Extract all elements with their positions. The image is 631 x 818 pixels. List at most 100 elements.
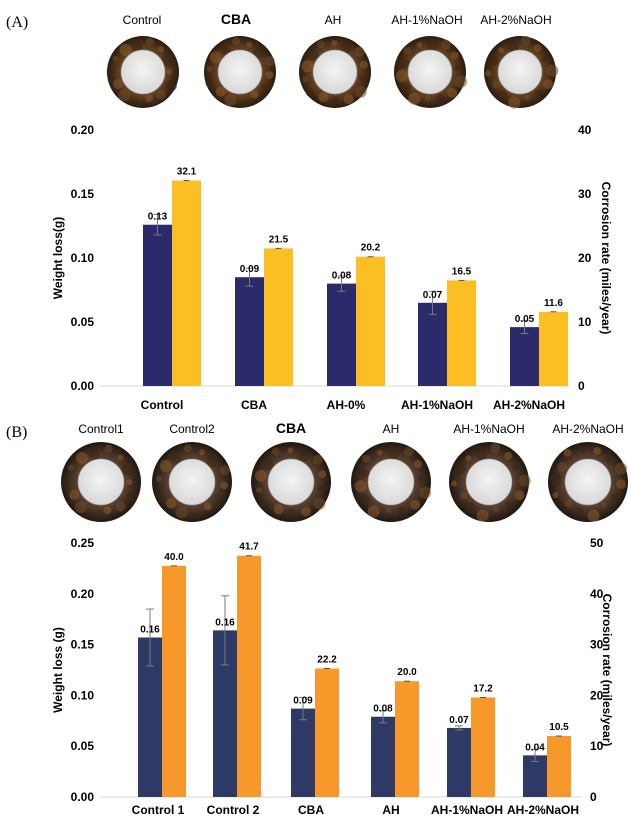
weight-loss-data-label: 0.07 [449, 715, 469, 726]
right-tick-label: 10 [578, 315, 592, 329]
corrosion-rate-data-label: 17.2 [473, 683, 493, 694]
corrosion-rate-data-label: 21.5 [269, 234, 289, 245]
right-tick-label: 0 [578, 379, 585, 393]
panel-b-sample-photos [61, 442, 628, 522]
left-tick-label: 0.05 [71, 315, 95, 329]
sample-name-ah: AH [325, 13, 342, 27]
left-tick-label: 0.00 [71, 379, 95, 393]
panel-a-sample-photos [106, 35, 559, 109]
panel-a-sample-names: Control CBA AH AH-1%NaOH AH-2%NaOH [123, 11, 552, 27]
weight-loss-data-label: 0.08 [332, 271, 352, 282]
weight-loss-data-label: 0.09 [240, 264, 260, 275]
category-label: AH-2%NaOH [507, 803, 579, 817]
y-axis-label: Weight loss (g) [51, 627, 65, 713]
weight-loss-bar [523, 755, 547, 797]
sample-name-ah-1pct: AH-1%NaOH [391, 13, 462, 27]
category-label: Control 1 [132, 803, 185, 817]
weight-loss-data-label: 0.04 [525, 742, 545, 753]
right-tick-label: 0 [590, 790, 597, 804]
sample-name-control2: Control2 [169, 422, 215, 436]
error-bar [455, 725, 463, 731]
weight-loss-data-label: 0.08 [373, 704, 393, 715]
sample-name-cba: CBA [221, 11, 251, 27]
corrosion-rate-data-label: 16.5 [452, 266, 472, 277]
right-tick-label: 40 [578, 123, 592, 137]
corrosion-rate-data-label: 22.2 [317, 654, 337, 665]
sample-name-ah: AH [383, 422, 400, 436]
sample-photo-cba [204, 36, 276, 108]
sample-name-control1: Control1 [78, 422, 124, 436]
corrosion-rate-data-label: 11.6 [544, 298, 563, 309]
left-tick-label: 0.20 [71, 587, 95, 601]
left-tick-label: 0.05 [71, 739, 95, 753]
sample-photo-ah-1pct [449, 442, 531, 522]
corrosion-rate-bar [315, 668, 339, 797]
corrosion-rate-bar [395, 681, 419, 797]
category-label: AH-0% [327, 398, 366, 412]
error-bar [337, 275, 346, 292]
sample-photo-cba [251, 442, 331, 522]
error-bar [221, 595, 229, 666]
sample-photo-control2 [152, 442, 232, 522]
right-tick-label: 30 [590, 638, 604, 652]
panel-a-chart: 0.00 0.05 0.10 0.15 0.20 0 10 20 30 40 Weight loss… [51, 123, 613, 412]
corrosion-rate-bar [172, 180, 201, 386]
panel-a: (A) Control CBA AH AH-1%NaOH AH-2%NaOH 0… [6, 11, 613, 412]
corrosion-rate-data-label: 10.5 [549, 722, 569, 733]
sample-photo-control1 [61, 442, 141, 522]
category-label: CBA [298, 803, 324, 817]
corrosion-rate-bar [356, 256, 385, 386]
weight-loss-bar [327, 283, 356, 386]
right-tick-label: 10 [590, 739, 604, 753]
weight-loss-bar [235, 277, 264, 386]
corrosion-rate-data-label: 20.2 [361, 243, 381, 254]
panel-b-chart: 0.00 0.05 0.10 0.15 0.20 0.25 0 10 20 30 40 50 Weigh… [51, 536, 614, 817]
weight-loss-data-label: 0.09 [293, 696, 313, 707]
y-axis-label: Weight loss(g) [51, 217, 65, 299]
corrosion-rate-data-label: 40.0 [164, 552, 184, 563]
left-tick-label: 0.00 [71, 790, 95, 804]
corrosion-rate-data-label: 41.7 [239, 542, 259, 553]
error-bar [153, 213, 162, 236]
right-tick-label: 40 [590, 587, 604, 601]
weight-loss-bar [143, 224, 172, 386]
weight-loss-bar [510, 327, 539, 386]
corrosion-rate-bar [447, 280, 476, 386]
sample-name-cba: CBA [276, 420, 306, 436]
corrosion-rate-data-label: 20.0 [397, 667, 417, 678]
panel-b-label: (B) [6, 424, 27, 441]
panel-b: (B) Control1 Control2 CBA AH AH-1%NaOH A… [6, 420, 628, 817]
category-label: AH-1%NaOH [431, 803, 503, 817]
panel-a-label: (A) [6, 14, 28, 31]
corrosion-rate-data-label: 32.1 [177, 167, 197, 178]
weight-loss-data-label: 0.16 [215, 617, 235, 628]
corrosion-rate-bar [237, 555, 261, 797]
y2-axis-label: Corrosion rate (miles/year) [600, 594, 614, 747]
panel-b-sample-names: Control1 Control2 CBA AH AH-1%NaOH AH-2%… [78, 420, 623, 436]
category-label: Control 2 [207, 803, 260, 817]
left-tick-label: 0.10 [71, 251, 95, 265]
error-bar [299, 696, 307, 721]
sample-name-control: Control [123, 13, 162, 27]
category-label: CBA [241, 398, 267, 412]
right-tick-label: 20 [590, 688, 604, 702]
corrosion-rate-bar [539, 311, 568, 386]
error-bar [531, 748, 539, 762]
category-label: AH-2%NaOH [493, 398, 565, 412]
right-tick-label: 50 [590, 536, 604, 550]
weight-loss-data-label: 0.05 [515, 314, 535, 325]
right-tick-label: 30 [578, 187, 592, 201]
right-tick-label: 20 [578, 251, 592, 265]
weight-loss-bar [418, 302, 447, 386]
weight-loss-bar [447, 727, 471, 797]
left-tick-label: 0.10 [71, 688, 95, 702]
error-bar [428, 290, 437, 315]
corrosion-rate-bar [547, 736, 571, 797]
sample-photo-ah [299, 36, 371, 108]
category-label: Control [141, 398, 184, 412]
left-tick-label: 0.15 [71, 187, 95, 201]
sample-photo-ah-2pct [548, 442, 628, 522]
sample-name-ah-2pct: AH-2%NaOH [480, 13, 551, 27]
sample-photo-ah-2pct [484, 35, 559, 109]
weight-loss-bar [371, 716, 395, 797]
